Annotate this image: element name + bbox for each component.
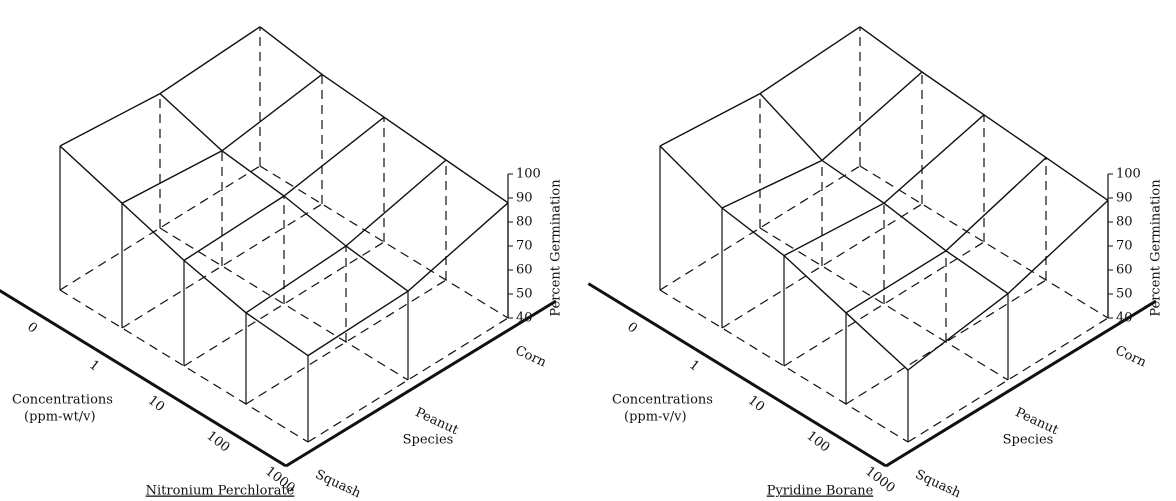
surface-line	[121, 73, 323, 204]
base-grid-line	[307, 317, 509, 443]
y-tick-label: Corn	[1113, 343, 1149, 371]
y-axis-label: Species	[403, 433, 454, 448]
base-grid-line	[659, 289, 909, 443]
surface-line	[845, 157, 1047, 314]
surface-line	[659, 26, 861, 147]
z-axis-label: Percent Germination	[549, 179, 564, 317]
surface-line	[907, 199, 1109, 371]
base-grid-line	[721, 203, 923, 329]
z-tick-label: 60	[1116, 263, 1133, 278]
surface-line	[759, 93, 1009, 295]
z-tick-label: 80	[516, 215, 533, 230]
base-grid-line	[59, 289, 309, 443]
x-axis-line	[587, 282, 887, 468]
z-tick-label: 40	[1116, 311, 1133, 326]
base-grid-line	[159, 227, 409, 381]
x-tick-label: 10	[145, 393, 167, 415]
surface-line	[159, 93, 409, 292]
z-tick-label: 50	[1116, 287, 1133, 302]
surface-line	[307, 202, 509, 357]
surface-line	[183, 116, 385, 261]
base-grid-line	[783, 241, 985, 367]
z-tick-label: 90	[1116, 191, 1133, 206]
base-grid-line	[845, 279, 1047, 405]
x-tick-label: 10	[745, 393, 767, 415]
base-grid-line	[659, 165, 861, 291]
y-axis-line	[885, 299, 1157, 468]
surface-line	[659, 145, 909, 371]
z-tick-label: 100	[516, 167, 541, 182]
z-tick-label: 70	[516, 239, 533, 254]
y-tick-label: Corn	[513, 343, 549, 371]
base-grid-line	[183, 241, 385, 367]
base-grid-line	[121, 203, 323, 329]
x-tick-label: 1	[86, 358, 102, 375]
base-grid-line	[259, 165, 509, 319]
chart-title: Nitronium Perchlorate	[146, 484, 295, 499]
surface-line	[59, 26, 261, 147]
x-tick-label: 100	[804, 428, 833, 455]
z-tick-label: 80	[1116, 215, 1133, 230]
z-axis-label: Percent Germination	[1149, 179, 1164, 317]
surface-line	[783, 114, 985, 257]
y-tick-label: Squash	[313, 467, 364, 501]
z-tick-label: 70	[1116, 239, 1133, 254]
z-tick-label: 60	[516, 263, 533, 278]
base-grid-line	[759, 227, 1009, 381]
base-grid-line	[859, 165, 1109, 319]
x-tick-label: 0	[624, 320, 640, 337]
z-tick-label: 90	[516, 191, 533, 206]
chart-title: Pyridine Borane	[767, 484, 874, 499]
y-axis-label: Species	[1003, 433, 1054, 448]
x-tick-label: 100	[204, 428, 233, 455]
x-axis-label: (ppm-v/v)	[624, 410, 687, 425]
z-tick-label: 40	[516, 311, 533, 326]
y-tick-label: Squash	[913, 467, 964, 501]
surface-line	[245, 159, 447, 314]
x-axis-label: Concentrations	[612, 393, 713, 408]
x-axis-label: (ppm-wt/v)	[24, 410, 96, 425]
surface-line	[721, 71, 923, 209]
x-tick-label: 0	[24, 320, 40, 337]
z-tick-label: 50	[516, 287, 533, 302]
base-grid-line	[59, 165, 261, 291]
base-grid-line	[245, 279, 447, 405]
x-axis-line	[0, 288, 287, 468]
x-tick-label: 1	[686, 358, 702, 375]
y-axis-line	[285, 299, 557, 468]
base-grid-line	[907, 317, 1109, 443]
x-axis-label: Concentrations	[12, 393, 113, 408]
z-tick-label: 100	[1116, 167, 1141, 182]
